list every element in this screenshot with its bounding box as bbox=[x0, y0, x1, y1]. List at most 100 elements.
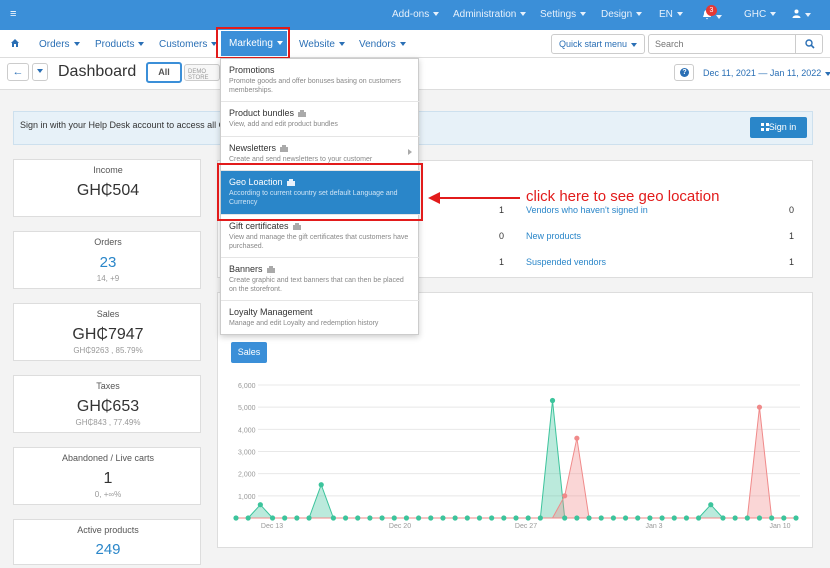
stat-income: Income GH₵504 bbox=[13, 159, 201, 217]
stat-value[interactable]: 249 bbox=[95, 541, 121, 558]
data-point bbox=[696, 515, 702, 521]
x-tick-label: Dec 20 bbox=[389, 523, 411, 530]
y-tick-label: 4,000 bbox=[238, 427, 256, 434]
data-point bbox=[403, 515, 410, 521]
left-count: 0 bbox=[499, 231, 505, 241]
grid-icon bbox=[760, 123, 769, 131]
data-point bbox=[744, 515, 750, 521]
stat-label: Orders bbox=[94, 237, 122, 247]
sales-chart: 6,000 5,000 4,000 3,000 2,000 1,000 Dec 13 Dec … bbox=[233, 383, 800, 530]
data-point bbox=[306, 515, 312, 521]
date-range-picker[interactable]: Dec 11, 2021 — Jan 11, 2022 bbox=[703, 68, 830, 78]
stat-label: Sales bbox=[96, 309, 120, 319]
suspended-vendors-link[interactable]: Suspended vendors bbox=[526, 257, 607, 267]
data-point bbox=[598, 515, 604, 521]
data-point bbox=[416, 515, 422, 521]
nav-orders[interactable]: Orders bbox=[39, 39, 80, 50]
data-point bbox=[586, 515, 592, 521]
y-tick-label: 5,000 bbox=[238, 405, 256, 412]
menu-item-banners[interactable]: Banners Create graphic and text banners … bbox=[221, 258, 420, 301]
data-point bbox=[476, 515, 483, 521]
menu-item-newsletters[interactable]: Newsletters Create and send newsletters … bbox=[221, 137, 420, 171]
notification-badge: 3 bbox=[706, 5, 717, 16]
user-icon[interactable] bbox=[792, 9, 811, 21]
topbar-language[interactable]: EN bbox=[659, 9, 683, 20]
topbar-addons[interactable]: Add-ons bbox=[392, 9, 440, 20]
stat-sub: GH₵843 , 77.49% bbox=[75, 418, 141, 427]
menu-item-geo-location[interactable]: Geo Loaction According to current countr… bbox=[221, 171, 420, 215]
data-point bbox=[562, 515, 568, 521]
data-point bbox=[708, 502, 714, 508]
home-icon[interactable] bbox=[10, 38, 20, 48]
data-point bbox=[793, 515, 799, 521]
nav-website[interactable]: Website bbox=[299, 39, 345, 50]
menu-item-desc: Promote goods and offer bonuses basing o… bbox=[229, 78, 401, 94]
nav-vendors[interactable]: Vendors bbox=[359, 39, 406, 50]
data-point bbox=[756, 404, 763, 410]
stat-sub: 14, +9 bbox=[96, 274, 120, 283]
menu-item-title: Gift certificates bbox=[229, 221, 289, 231]
topbar-administration[interactable]: Administration bbox=[453, 9, 527, 20]
addon-icon bbox=[266, 266, 275, 274]
data-point bbox=[647, 515, 653, 521]
x-tick-label: Dec 13 bbox=[261, 523, 283, 530]
topbar-currency[interactable]: GHC bbox=[744, 9, 777, 20]
topbar-design[interactable]: Design bbox=[601, 9, 643, 20]
menu-item-desc: According to current country set default… bbox=[229, 190, 398, 206]
menu-item-title: Geo Loaction bbox=[229, 177, 283, 187]
stat-value[interactable]: 23 bbox=[99, 254, 117, 271]
data-point bbox=[233, 515, 239, 521]
title-dropdown-button[interactable] bbox=[32, 63, 48, 81]
back-arrow-icon[interactable]: ← bbox=[7, 63, 29, 81]
nav-products[interactable]: Products bbox=[95, 39, 145, 50]
annotation-arrow-icon bbox=[428, 192, 520, 204]
data-point bbox=[671, 515, 677, 521]
data-point bbox=[756, 515, 763, 521]
stat-label: Abandoned / Live carts bbox=[61, 453, 155, 463]
search-input[interactable] bbox=[648, 34, 796, 54]
data-point bbox=[610, 515, 616, 521]
data-point bbox=[513, 515, 519, 521]
sign-in-button[interactable]: Sign in bbox=[750, 117, 807, 138]
stat-taxes: Taxes GH₵653 GH₵843 , 77.49% bbox=[13, 375, 201, 433]
menu-item-promotions[interactable]: Promotions Promote goods and offer bonus… bbox=[221, 59, 420, 102]
vendors-not-signed-in-link[interactable]: Vendors who haven't signed in bbox=[526, 205, 648, 215]
menu-item-loyalty-management[interactable]: Loyalty Management Manage and edit Loyal… bbox=[221, 301, 420, 336]
data-point bbox=[342, 515, 349, 521]
question-icon: ? bbox=[680, 68, 689, 77]
new-products-link[interactable]: New products bbox=[526, 231, 582, 241]
data-point bbox=[294, 515, 300, 521]
menu-icon[interactable]: ≡ bbox=[10, 8, 17, 20]
data-point bbox=[659, 515, 665, 521]
stat-value: GH₵504 bbox=[76, 182, 140, 199]
search-icon bbox=[805, 39, 815, 49]
menu-item-desc: View and manage the gift certificates th… bbox=[229, 234, 409, 250]
nav-customers[interactable]: Customers bbox=[159, 39, 218, 50]
data-point bbox=[245, 515, 251, 521]
demo-store-button[interactable]: DEMO STORE bbox=[184, 64, 220, 81]
addon-icon bbox=[286, 179, 295, 187]
menu-item-gift-certificates[interactable]: Gift certificates View and manage the gi… bbox=[221, 215, 420, 258]
y-tick-label: 1,000 bbox=[238, 494, 256, 501]
all-storefronts-button[interactable]: All bbox=[146, 62, 182, 83]
y-tick-label: 6,000 bbox=[238, 383, 256, 390]
data-point bbox=[622, 515, 629, 521]
nav-marketing[interactable]: Marketing bbox=[221, 31, 287, 56]
data-point bbox=[635, 515, 641, 521]
stat-sub: 0, +∞% bbox=[94, 490, 122, 499]
stat-label: Taxes bbox=[96, 381, 120, 391]
series-area-0 bbox=[236, 400, 796, 519]
search-button[interactable] bbox=[795, 34, 823, 54]
sales-tab[interactable]: Sales bbox=[231, 342, 267, 363]
menu-item-desc: Manage and edit Loyalty and redemption h… bbox=[229, 320, 379, 327]
menu-item-title: Newsletters bbox=[229, 143, 277, 153]
menu-item-product-bundles[interactable]: Product bundles View, add and edit produ… bbox=[221, 102, 420, 137]
addon-icon bbox=[280, 145, 289, 153]
addon-icon bbox=[298, 110, 307, 118]
topbar-settings[interactable]: Settings bbox=[540, 9, 587, 20]
help-button[interactable]: ? bbox=[674, 64, 694, 81]
data-point bbox=[440, 515, 446, 521]
data-point bbox=[428, 515, 434, 521]
menu-item-desc: Create and send newsletters to your cust… bbox=[229, 156, 373, 163]
quick-start-button[interactable]: Quick start menu bbox=[551, 34, 645, 54]
